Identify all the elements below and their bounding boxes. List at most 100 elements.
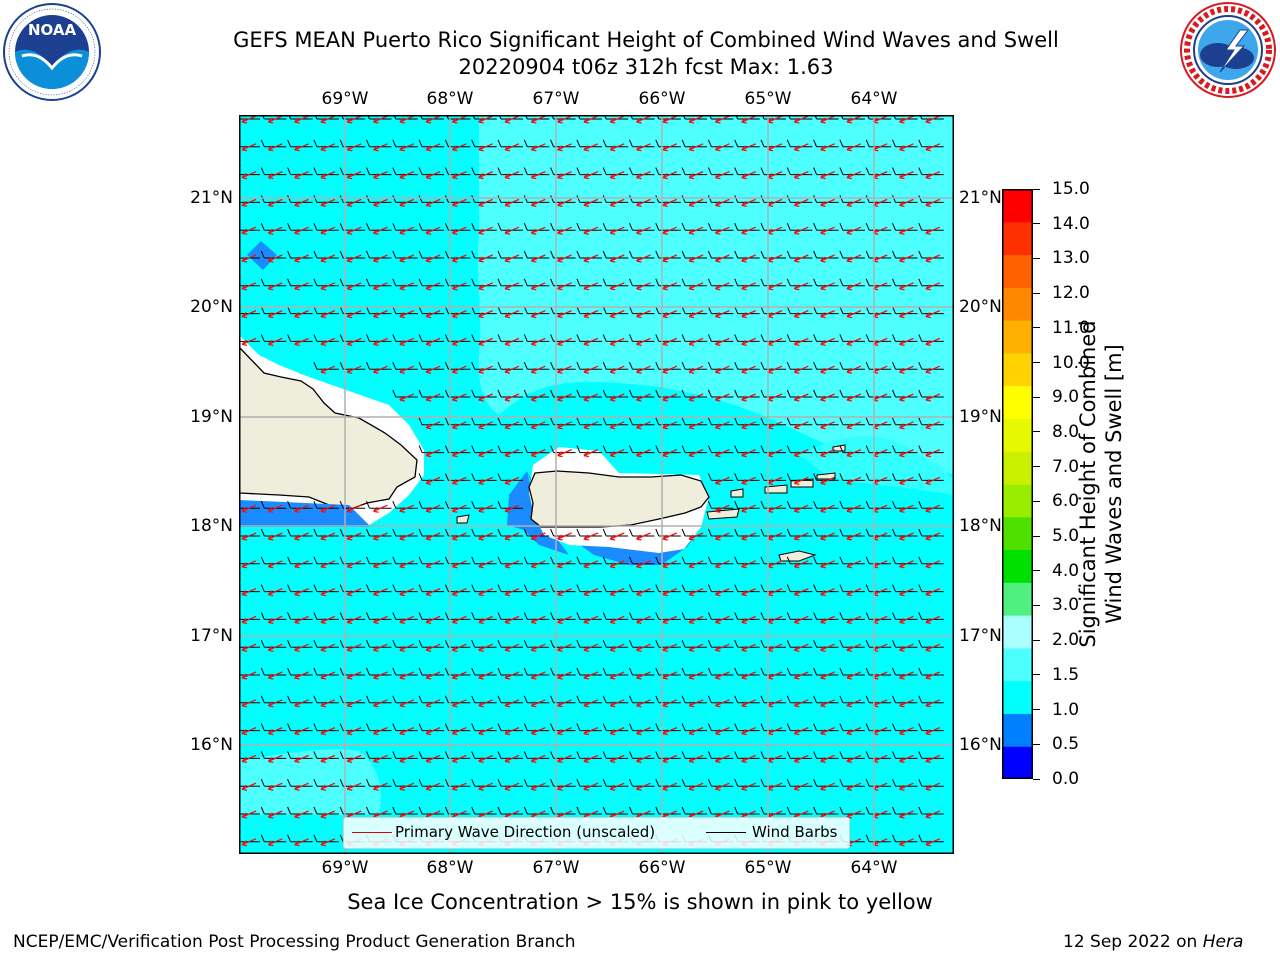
wave-direction-arrow <box>241 560 257 569</box>
puerto-rico-land <box>528 470 710 528</box>
wave-direction-arrow <box>557 226 572 235</box>
colorbar-border <box>1002 189 1033 779</box>
colorbar-tick-label: 13.0 <box>1052 248 1090 269</box>
footer-date: 12 Sep 2022 on Hera <box>1063 932 1243 952</box>
colorbar-tick-label: 15.0 <box>1052 179 1090 199</box>
wave-direction-arrow <box>425 532 441 541</box>
wave-direction-arrow <box>793 226 809 235</box>
wave-direction-arrow <box>478 643 493 652</box>
wave-direction-arrow <box>925 810 941 819</box>
wave-direction-arrow <box>425 337 441 347</box>
wave-direction-arrow <box>294 588 309 597</box>
sea-ice-caption: Sea Ice Concentration > 15% is shown in … <box>347 890 933 914</box>
wave-direction-arrow <box>425 226 441 235</box>
wave-direction-arrow <box>820 421 835 430</box>
wave-direction-arrow <box>662 337 678 347</box>
wave-direction-arrow <box>425 504 441 513</box>
wave-direction-arrow <box>609 254 625 263</box>
wave-direction-arrow <box>451 449 467 458</box>
wave-direction-arrow <box>294 532 309 541</box>
wave-direction-arrow <box>846 699 862 708</box>
wave-direction-arrow <box>688 671 704 680</box>
wave-direction-arrow <box>741 754 756 764</box>
wave-direction-arrow <box>846 143 862 152</box>
wave-direction-arrow <box>504 393 520 402</box>
virgin-island <box>816 472 836 480</box>
wave-direction-arrow <box>425 365 441 374</box>
wave-direction-arrow <box>399 365 415 374</box>
wave-direction-arrow <box>609 143 625 152</box>
wave-direction-arrow <box>636 782 651 791</box>
wave-direction-arrow <box>320 532 336 541</box>
wave-direction-arrow <box>373 226 388 235</box>
colorbar-tick-mark <box>1033 709 1040 711</box>
wave-direction-arrow <box>294 254 309 263</box>
wave-direction-arrow <box>609 310 625 319</box>
wave-direction-arrow <box>530 643 546 652</box>
colorbar-tick-mark <box>1033 188 1040 190</box>
lon-tick-bottom: 64°W <box>850 858 898 878</box>
lon-tick-top: 67°W <box>532 89 580 109</box>
wave-direction-arrow <box>609 282 625 291</box>
wave-direction-arrow <box>899 727 914 736</box>
wave-direction-arrow <box>583 449 599 458</box>
wave-direction-arrow <box>820 560 835 569</box>
wave-direction-arrow <box>846 365 862 374</box>
wave-direction-arrow <box>530 282 546 291</box>
wave-direction-arrow <box>557 171 572 180</box>
wave-direction-arrow <box>583 727 599 736</box>
wave-direction-arrow <box>820 615 835 625</box>
wave-direction-arrow <box>373 699 388 708</box>
wave-direction-arrow <box>530 171 546 180</box>
wave-direction-arrow <box>899 671 914 680</box>
wave-direction-arrow <box>451 282 467 291</box>
colorbar-tick-mark <box>1033 743 1040 745</box>
wave-direction-arrow <box>846 198 862 208</box>
wave-direction-arrow <box>820 143 835 152</box>
wave-direction-arrow <box>557 310 572 319</box>
wave-direction-arrow <box>530 198 546 208</box>
colorbar-tick-label: 12.0 <box>1052 283 1090 304</box>
wave-direction-arrow <box>688 282 704 291</box>
wave-direction-arrow <box>346 143 362 152</box>
colorbar-tick-mark <box>1033 604 1040 606</box>
wave-direction-arrow <box>530 421 546 430</box>
wave-direction-arrow <box>267 671 283 680</box>
wave-direction-arrow <box>662 449 678 458</box>
wave-direction-arrow <box>609 393 625 402</box>
wave-direction-arrow <box>241 254 257 263</box>
wave-direction-arrow <box>688 337 704 347</box>
wave-direction-arrow <box>241 310 257 319</box>
wave-direction-arrow <box>346 560 362 569</box>
wave-direction-arrow <box>925 727 941 736</box>
wave-direction-arrow <box>793 143 809 152</box>
wave-direction-arrow <box>662 727 678 736</box>
wave-direction-arrow <box>346 643 362 652</box>
wave-direction-arrow <box>478 727 493 736</box>
wave-direction-arrow <box>451 421 467 430</box>
higher-wave-region <box>477 115 954 475</box>
wave-direction-arrow <box>583 643 599 652</box>
wave-direction-arrow <box>504 560 520 569</box>
wave-direction-arrow <box>609 226 625 235</box>
wave-direction-arrow <box>925 143 941 152</box>
wave-direction-arrow <box>714 782 730 791</box>
wave-direction-arrow <box>662 115 678 124</box>
wave-direction-arrow <box>478 476 493 486</box>
wave-direction-arrow <box>583 365 599 374</box>
colorbar-tick-mark <box>1033 778 1040 780</box>
colorbar-tick-label: 0.0 <box>1052 769 1080 789</box>
wave-direction-arrow <box>530 254 546 263</box>
wave-direction-arrow <box>504 254 520 263</box>
wave-direction-arrow <box>741 310 756 319</box>
colorbar-tick-mark <box>1033 535 1040 537</box>
wave-direction-arrow <box>399 615 415 625</box>
wave-direction-arrow <box>636 532 651 541</box>
colorbar-segment <box>1002 254 1033 288</box>
wave-direction-arrow <box>267 782 283 791</box>
wave-direction-arrow <box>478 699 493 708</box>
wave-direction-arrow <box>425 643 441 652</box>
lat-tick-right: 20°N <box>959 297 1002 317</box>
wave-direction-arrow <box>688 643 704 652</box>
wave-direction-arrow <box>399 198 415 208</box>
